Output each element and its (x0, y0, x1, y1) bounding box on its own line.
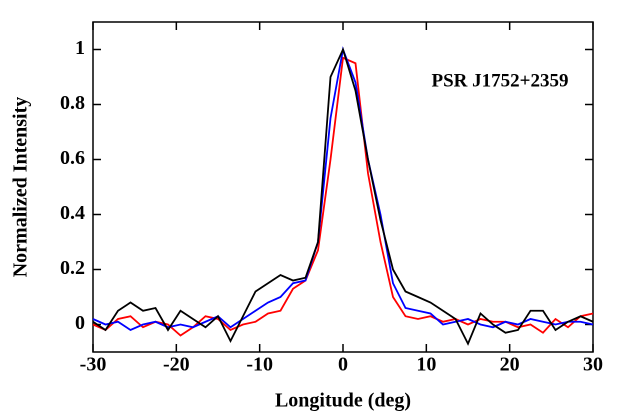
y-tick-label: 0.8 (60, 92, 85, 114)
x-tick-label: -10 (246, 354, 273, 376)
y-tick-label: 0 (75, 312, 85, 334)
x-tick-label: -30 (80, 354, 107, 376)
x-tick-label: 20 (500, 354, 520, 376)
x-tick-label: -20 (163, 354, 190, 376)
annotation: PSR J1752+2359 (432, 70, 569, 91)
data-line (92, 46, 594, 332)
y-axis-label: Normalized Intensity (10, 97, 32, 278)
x-tick-label: 10 (416, 354, 436, 376)
y-tick-label: 0.4 (60, 202, 85, 224)
x-axis-label: Longitude (deg) (275, 390, 411, 412)
x-tick-label: 30 (583, 354, 603, 376)
y-tick-label: 0.2 (60, 257, 85, 279)
y-tick-label: 1 (75, 37, 85, 59)
y-tick-label: 0.6 (60, 147, 85, 169)
x-tick-label: 0 (338, 354, 348, 376)
data-line (92, 46, 594, 346)
data-line (92, 56, 594, 337)
